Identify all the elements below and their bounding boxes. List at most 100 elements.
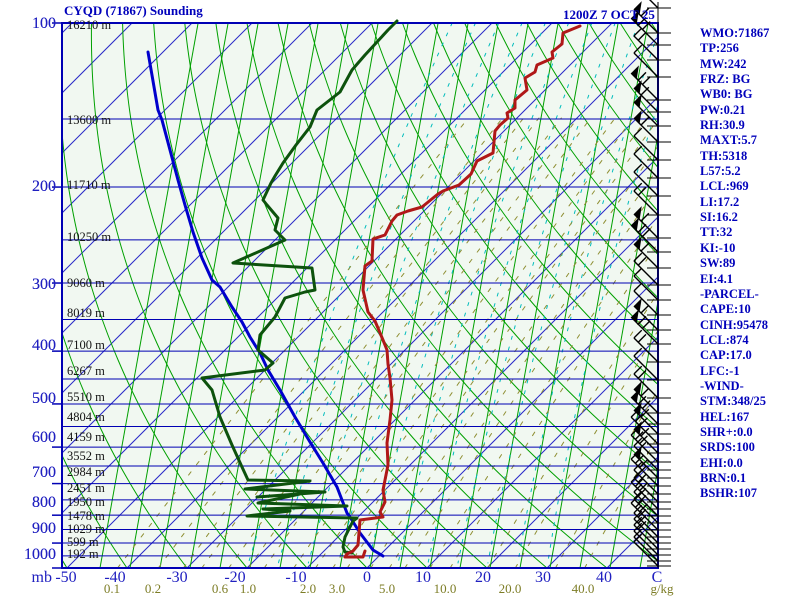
dewpoint-trace — [200, 19, 399, 555]
panel-item: PW:0.21 — [700, 102, 746, 117]
panel-item: SRDS:100 — [700, 440, 755, 455]
wind-flag — [633, 206, 642, 220]
temperature-tick-label: -30 — [166, 569, 187, 586]
panel-item: TT:32 — [700, 225, 733, 240]
pressure-label: 1000 — [24, 546, 56, 563]
temperature-tick-label: 30 — [535, 569, 551, 586]
temperature-tick-label: C — [652, 569, 663, 586]
indices-panel: WMO:71867 TP:256 MW:242 FRZ: BG WB0: BG PW:0.… — [700, 26, 769, 502]
panel-item: FRZ: BG — [700, 72, 751, 87]
height-label: 1950 m — [67, 495, 105, 509]
temperature-tick-label: -10 — [285, 569, 306, 586]
pressure-label: 800 — [32, 494, 56, 511]
mixing-ratio-label: 0.2 — [145, 581, 161, 596]
pressure-label: 600 — [32, 429, 56, 446]
wind-flag — [633, 1, 642, 15]
panel-item: EI:4.1 — [700, 271, 733, 286]
panel-item: LI:17.2 — [700, 194, 740, 209]
panel-item: LFC:-1 — [700, 363, 740, 378]
pressure-label: 700 — [32, 464, 56, 481]
temperature-tick-label: 10 — [415, 569, 431, 586]
height-label: 11710 m — [67, 178, 111, 192]
panel-item: -PARCEL- — [700, 286, 759, 301]
height-label: 5510 m — [67, 390, 105, 404]
pressure-label: 300 — [32, 276, 56, 293]
panel-item: KI:-10 — [700, 240, 736, 255]
height-label: 9060 m — [67, 276, 105, 290]
panel-item: MAXT:5.7 — [700, 133, 758, 148]
temperature-tick-label: 40 — [596, 569, 612, 586]
mixing-ratio-label: g/kg — [650, 581, 674, 596]
height-label: 13600 m — [67, 113, 111, 127]
panel-item: TH:5318 — [700, 148, 748, 163]
panel-item: L57:5.2 — [700, 164, 741, 179]
panel-item: MW:242 — [700, 56, 747, 71]
pressure-label: 900 — [32, 520, 56, 537]
temperature-tick-label: 0 — [363, 569, 371, 586]
pressure-label: 300 — [32, 276, 56, 293]
mixing-ratio-label: 40.0 — [572, 581, 595, 596]
panel-item: HEL:167 — [700, 409, 750, 424]
mixing-ratio-label: 0.6 — [212, 581, 229, 596]
panel-item: CAP:17.0 — [700, 348, 752, 363]
panel-item: EHI:0.0 — [700, 455, 743, 470]
wind-flag — [631, 389, 639, 403]
wind-flag — [633, 80, 642, 94]
skewt-grid — [62, 23, 658, 568]
panel-item: WMO:71867 — [700, 26, 770, 40]
temperature-tick-label: 20 — [475, 569, 491, 586]
panel-item: LCL:969 — [700, 179, 749, 194]
wind-flag — [631, 309, 639, 323]
pressure-label: 800 — [32, 494, 56, 511]
mixing-ratio-label: 10.0 — [434, 581, 457, 596]
sounding-traces — [146, 19, 582, 559]
pressure-label: 900 — [32, 520, 56, 537]
temperature-tick-label: -40 — [104, 569, 125, 586]
pressure-label: 400 — [32, 337, 56, 354]
mixing-ratio-label: 2.0 — [300, 581, 316, 596]
panel-item: LCL:874 — [700, 332, 749, 347]
height-label: 8019 m — [67, 306, 105, 320]
pressure-label: 200 — [32, 178, 56, 195]
wind-flag — [633, 110, 642, 124]
height-label: 16210 m — [67, 18, 111, 32]
wind-flag — [631, 217, 639, 231]
panel-item: WB0: BG — [700, 87, 753, 102]
panel-item: SW:89 — [700, 256, 736, 271]
mixing-ratio-label: 5.0 — [379, 581, 395, 596]
height-label: 6267 m — [67, 364, 105, 378]
chart-title: CYQD (71867) Sounding — [64, 3, 203, 18]
pressure-label: 200 — [32, 178, 56, 195]
pressure-label: 700 — [32, 464, 56, 481]
height-label: 2451 m — [67, 481, 105, 495]
height-label: 4804 m — [67, 410, 105, 424]
wind-flag — [633, 298, 642, 312]
height-label: 2984 m — [67, 465, 105, 479]
panel-item: -WIND- — [700, 378, 744, 393]
pressure-label: 100 — [32, 15, 56, 32]
pressure-label: 100 — [32, 15, 56, 32]
wind-flag — [631, 65, 639, 79]
wind-flag — [633, 381, 642, 395]
wind-flag — [631, 10, 639, 24]
mixing-ratio-label: 20.0 — [499, 581, 522, 596]
pressure-label: 600 — [32, 429, 56, 446]
temperature-tick-label: -20 — [224, 569, 245, 586]
wind-barb-column — [630, 0, 671, 568]
height-label: 599 m — [67, 535, 99, 549]
parcel-trace — [146, 50, 385, 558]
panel-item: SHR+:0.0 — [700, 424, 753, 439]
panel-item: SI:16.2 — [700, 210, 738, 225]
panel-item: CAPE:10 — [700, 302, 751, 317]
mixing-ratio-label: 0.1 — [104, 581, 120, 596]
wind-flag — [633, 402, 642, 416]
height-label: 10250 m — [67, 230, 111, 244]
pressure-label: 1000 — [24, 546, 56, 563]
pressure-label: 500 — [32, 390, 56, 407]
mixing-ratio-label: 1.0 — [240, 581, 256, 596]
height-label: 1029 m — [67, 522, 105, 536]
panel-item: CINH:95478 — [700, 317, 769, 332]
wind-flag — [633, 94, 642, 108]
height-label: 192 m — [67, 547, 99, 561]
